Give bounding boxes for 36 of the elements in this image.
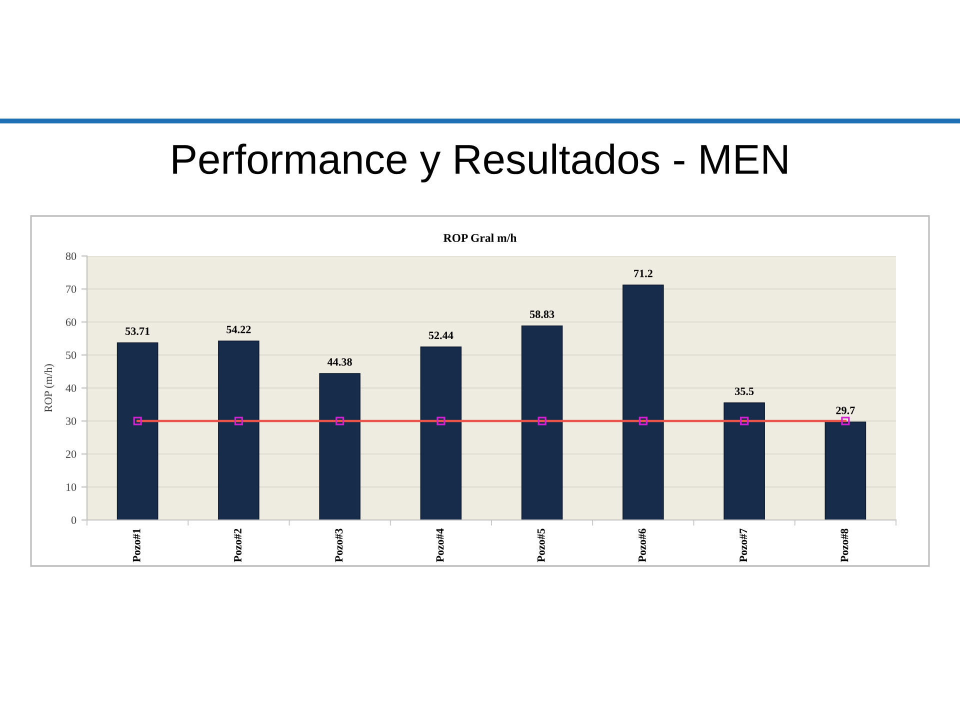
x-tick-label: Pozo#8	[840, 528, 848, 562]
y-tick-label: 60	[66, 318, 76, 326]
data-label: 29.7	[836, 406, 855, 414]
x-tick-label: Pozo#3	[335, 528, 343, 562]
x-tick-label: Pozo#6	[638, 528, 646, 562]
data-label: 52.44	[428, 332, 454, 340]
bar	[116, 342, 158, 520]
y-axis-title: ROP (m/h)	[44, 364, 54, 412]
y-tick-label: 20	[66, 450, 76, 458]
bar	[824, 422, 866, 520]
x-tick-label: Pozo#4	[436, 528, 444, 562]
data-label: 53.71	[126, 327, 150, 335]
y-tick-label: 80	[66, 252, 76, 260]
data-label: 58.83	[530, 310, 554, 318]
y-tick-label: 10	[66, 483, 76, 491]
chart-title: Performance y Resultados - MEN	[173, 144, 787, 182]
bar	[724, 402, 765, 520]
bar	[319, 373, 360, 520]
data-label: 54.22	[226, 326, 251, 334]
y-tick-label: 30	[66, 417, 76, 425]
bar	[420, 346, 462, 520]
x-tick-label: Pozo#7	[740, 528, 748, 562]
x-tick-label: Pozo#5	[537, 528, 545, 562]
chart-subtitle: ROP Gral m/h	[443, 234, 517, 242]
x-tick-label: Pozo#1	[132, 528, 140, 562]
y-tick-label: 70	[66, 285, 76, 293]
data-label: 44.38	[327, 358, 352, 366]
y-tick-label: 40	[66, 384, 76, 392]
bar	[218, 340, 260, 520]
data-label: 71.2	[634, 270, 652, 278]
y-tick-label: 0	[71, 516, 76, 524]
y-tick-label: 50	[66, 351, 76, 359]
bar	[521, 325, 563, 520]
x-tick-label: Pozo#2	[234, 528, 242, 562]
bar	[622, 284, 664, 520]
data-label: 35.5	[735, 388, 754, 396]
